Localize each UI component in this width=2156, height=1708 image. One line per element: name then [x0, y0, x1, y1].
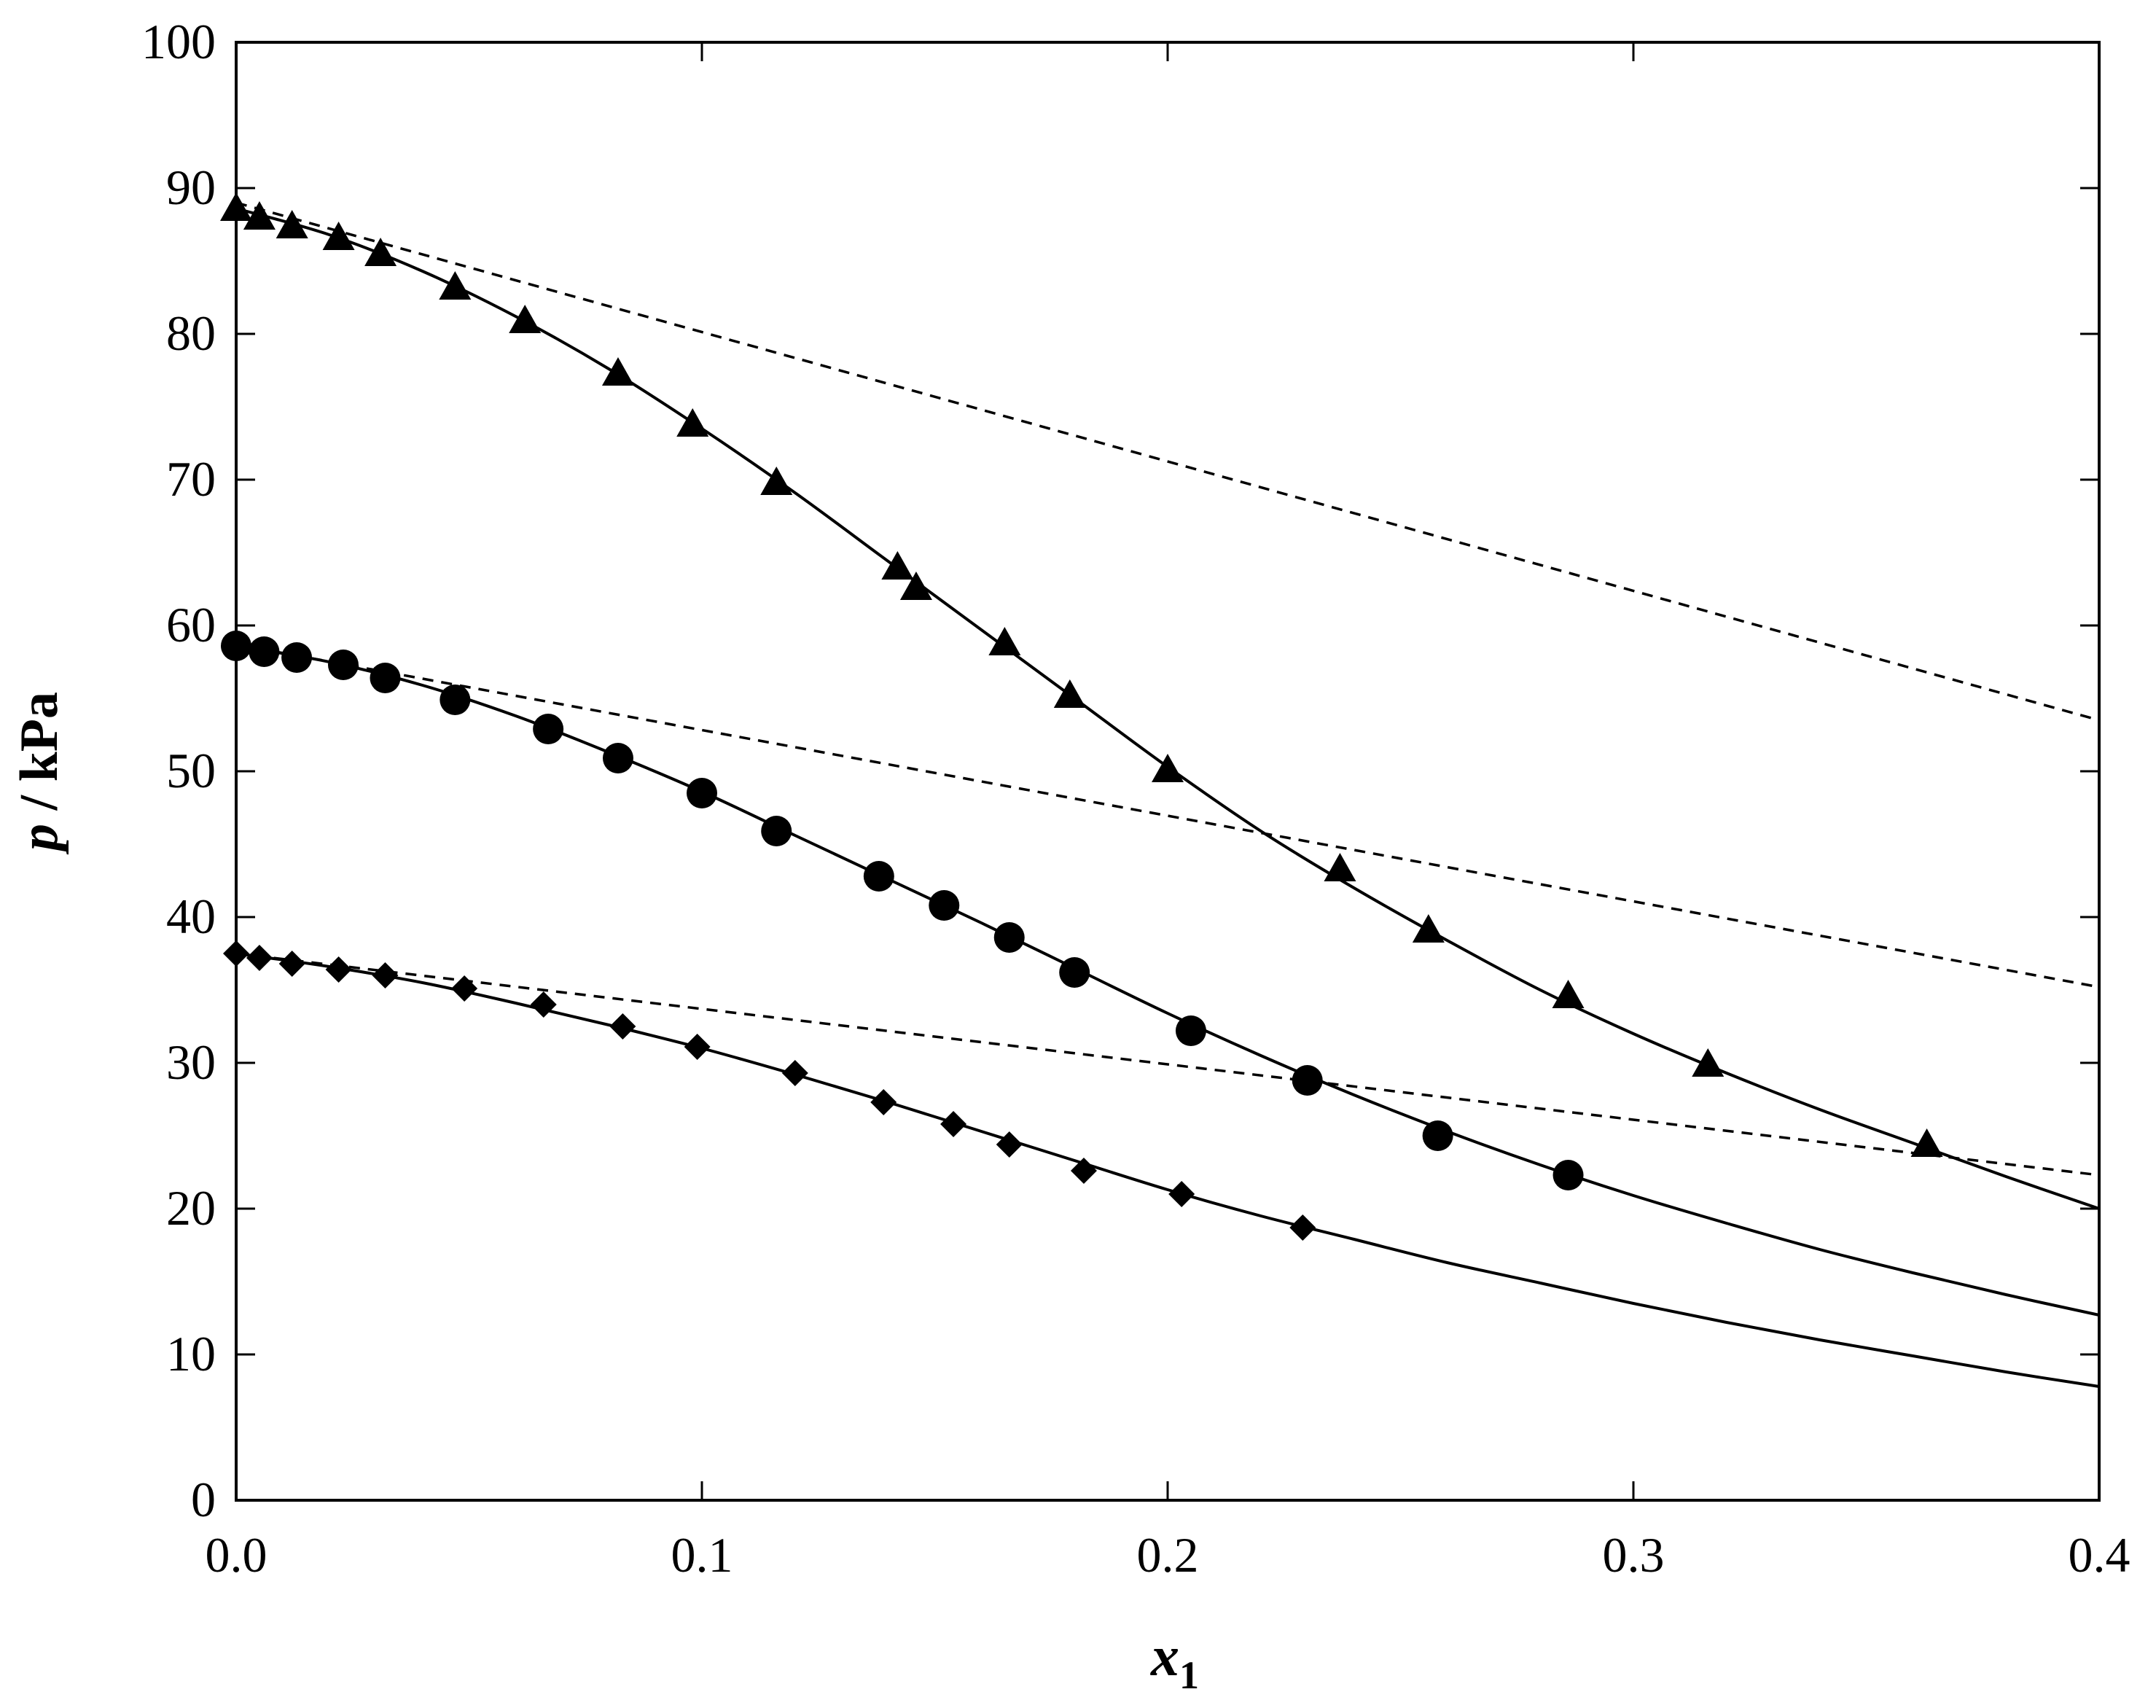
triangle-data-point	[364, 238, 397, 266]
triangle-data-point	[760, 467, 793, 495]
x-tick-label: 0.4	[2069, 1527, 2130, 1583]
y-tick-label: 60	[166, 597, 216, 652]
circle-data-point	[993, 922, 1025, 953]
diamond-data-point	[870, 1089, 897, 1115]
diamond-raoult-dashed-line	[235, 952, 2100, 1177]
triangle-data-point	[1324, 853, 1356, 881]
triangle-data-point	[1412, 914, 1445, 943]
triangle-data-point	[1053, 679, 1086, 708]
circle-raoult-dashed-line	[235, 643, 2100, 988]
diamond-data-point	[530, 991, 557, 1018]
y-tick-label: 30	[166, 1034, 216, 1090]
diamond-data-point	[372, 962, 399, 988]
circle-data-point	[249, 636, 280, 667]
x-tick-label: 0.0	[206, 1527, 267, 1583]
diamond-data-point	[325, 956, 352, 983]
circle-data-point	[761, 816, 792, 846]
triangle-data-point	[1692, 1048, 1725, 1077]
triangle-fit-curve	[235, 207, 2100, 1210]
y-tick-label: 40	[166, 889, 216, 944]
x-axis-title-subscript: 1	[1179, 1653, 1199, 1697]
x-tick-label: 0.3	[1603, 1527, 1665, 1583]
diamond-data-point	[781, 1060, 808, 1086]
y-tick-label: 10	[166, 1326, 216, 1381]
diamond-data-point	[1070, 1158, 1097, 1184]
curves-layer	[235, 201, 2100, 1388]
triangle-data-point	[276, 210, 308, 238]
diamond-data-point	[940, 1111, 967, 1137]
circle-data-point	[687, 778, 717, 808]
triangle-data-point	[601, 357, 634, 386]
x-axis-title: x1	[1150, 1624, 1199, 1697]
circle-data-point	[1552, 1160, 1584, 1190]
circle-data-point	[1175, 1015, 1206, 1046]
circle-data-point	[327, 650, 359, 680]
diamond-data-point	[684, 1034, 711, 1060]
triangle-data-point	[439, 271, 472, 300]
diamond-data-point	[278, 951, 305, 977]
y-tick-label: 90	[166, 160, 216, 215]
y-tick-label: 20	[166, 1180, 216, 1236]
tick-labels-layer: 0 10 20 30 40 50 60 70 80 90 100 0.0 0.1 0.2 0.3 0.4	[141, 14, 2130, 1583]
diamond-data-point	[246, 945, 273, 971]
triangle-data-point	[243, 201, 276, 230]
circle-data-point	[1422, 1120, 1453, 1151]
diamond-data-point	[1289, 1214, 1316, 1241]
circle-data-point	[1059, 957, 1090, 988]
x-tick-label: 0.2	[1137, 1527, 1199, 1583]
markers-layer	[220, 192, 1943, 1241]
y-tick-label: 0	[191, 1472, 216, 1527]
triangle-raoult-dashed-line	[235, 201, 2100, 722]
circle-data-point	[1292, 1065, 1323, 1096]
y-tick-label: 50	[166, 743, 216, 798]
triangle-data-point	[1152, 754, 1184, 782]
y-axis-title: p / kPa	[9, 692, 69, 855]
diamond-fit-curve	[235, 952, 2100, 1388]
triangle-data-point	[1910, 1128, 1943, 1157]
triangle-data-point	[988, 627, 1021, 655]
diamond-data-point	[451, 975, 478, 1002]
circle-data-point	[440, 685, 471, 715]
triangle-data-point	[899, 572, 932, 600]
y-axis-title-unit: / kPa	[9, 692, 69, 824]
triangle-data-point	[322, 222, 355, 250]
y-axis-title-symbol: p	[9, 824, 69, 855]
x-tick-label: 0.1	[671, 1527, 733, 1583]
y-tick-label: 100	[141, 14, 216, 69]
diamond-data-point	[609, 1013, 636, 1040]
x-axis-title-main: x	[1150, 1624, 1179, 1688]
circle-data-point	[863, 861, 894, 892]
diamond-data-point	[996, 1131, 1023, 1158]
diamond-data-point	[1168, 1181, 1195, 1207]
circle-data-point	[602, 743, 633, 773]
circle-data-point	[370, 663, 401, 693]
circle-data-point	[281, 642, 313, 673]
circle-data-point	[929, 890, 960, 921]
circle-data-point	[533, 714, 564, 744]
triangle-data-point	[1552, 980, 1585, 1008]
triangle-data-point	[509, 305, 542, 333]
triangle-data-point	[881, 551, 914, 580]
y-tick-label: 70	[166, 451, 216, 507]
y-tick-label: 80	[166, 305, 216, 361]
circle-fit-curve	[235, 644, 2100, 1317]
triangle-data-point	[676, 408, 709, 437]
ticks-layer	[235, 41, 2101, 1502]
